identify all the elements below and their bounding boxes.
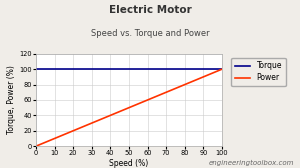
X-axis label: Speed (%): Speed (%) [110, 159, 148, 168]
Text: engineeringtoolbox.com: engineeringtoolbox.com [208, 160, 294, 166]
Legend: Torque, Power: Torque, Power [231, 58, 286, 86]
Y-axis label: Torque, Power (%): Torque, Power (%) [8, 66, 16, 134]
Text: Electric Motor: Electric Motor [109, 5, 191, 15]
Text: Speed vs. Torque and Power: Speed vs. Torque and Power [91, 29, 209, 38]
